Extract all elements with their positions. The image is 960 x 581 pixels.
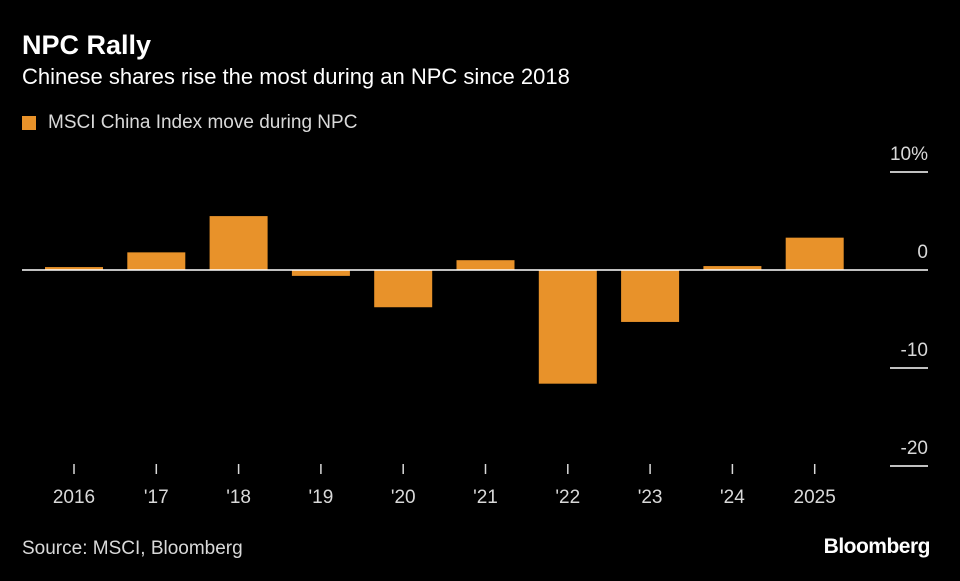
bar-3 [291, 270, 350, 276]
source-note: Source: MSCI, Bloomberg [22, 538, 243, 559]
bar-6 [538, 270, 597, 384]
bar-7 [621, 270, 680, 322]
bar-2 [209, 216, 268, 270]
x-tick-label-5: '21 [473, 487, 498, 508]
bar-9 [785, 237, 844, 270]
y-ticks-group: 10% 0 -10 -20 [890, 144, 928, 467]
bloomberg-logo: Bloomberg [823, 535, 931, 558]
x-tick-label-2: '18 [226, 487, 251, 508]
y-tick-label-0: 10% [890, 144, 928, 165]
legend-swatch [22, 116, 36, 130]
x-tick-label-4: '20 [391, 487, 416, 508]
y-tick-label-2: -10 [901, 340, 928, 361]
chart-title: NPC Rally [22, 30, 152, 60]
bar-0 [45, 267, 103, 270]
x-tick-label-7: '23 [638, 487, 663, 508]
x-tick-label-1: '17 [144, 487, 169, 508]
bar-8 [703, 266, 762, 270]
x-tick-label-6: '22 [555, 487, 580, 508]
x-ticks-group: 2016 '17 '18 '19 '20 '21 '22 '23 '24 2025 [53, 464, 836, 508]
legend: MSCI China Index move during NPC [22, 112, 357, 134]
bar-5 [456, 260, 515, 270]
x-tick-label-9: 2025 [794, 487, 836, 508]
chart-subtitle: Chinese shares rise the most during an N… [22, 64, 570, 89]
x-tick-label-8: '24 [720, 487, 745, 508]
legend-label: MSCI China Index move during NPC [48, 112, 358, 133]
x-tick-label-0: 2016 [53, 487, 95, 508]
y-tick-label-3: -20 [901, 438, 928, 459]
x-tick-label-3: '19 [309, 487, 334, 508]
bars-group [22, 216, 928, 384]
y-tick-label-1: 0 [917, 242, 928, 263]
bar-1 [127, 252, 186, 270]
bar-4 [374, 270, 433, 308]
